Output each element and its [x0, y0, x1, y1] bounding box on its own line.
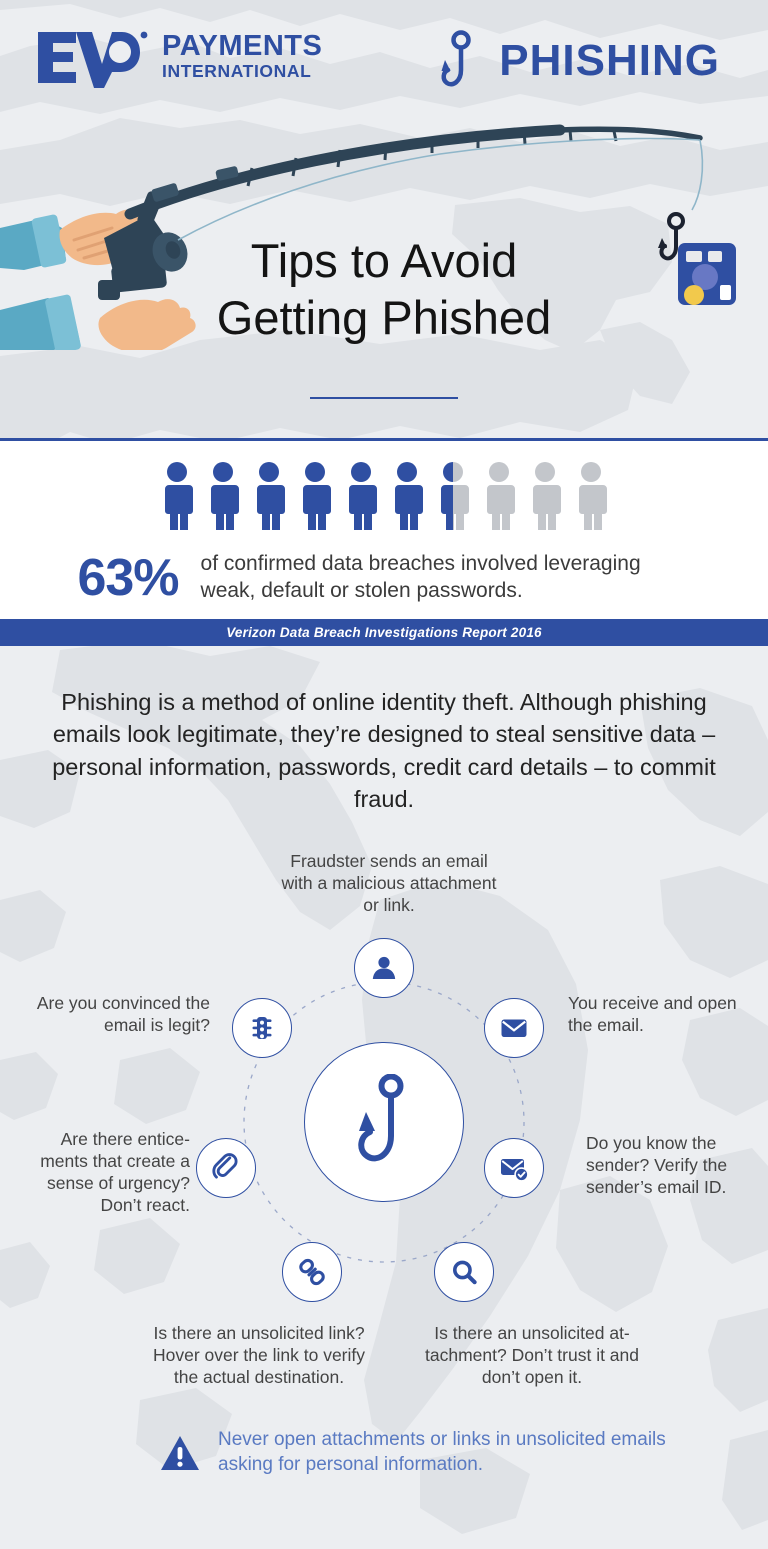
source-citation-bar: Verizon Data Breach Investigations Repor…	[0, 619, 768, 646]
footer-warning-text: Never open attachments or links in unsol…	[218, 1429, 666, 1475]
topic-label: PHISHING	[499, 36, 720, 85]
statistic-section: 63% of confirmed data breaches involved …	[0, 441, 768, 619]
page-title-line-1: Tips to Avoid	[250, 234, 518, 287]
statistic-line: 63% of confirmed data breaches involved …	[0, 551, 768, 605]
fish-hook-icon	[358, 1074, 404, 1162]
envelope-check-icon	[501, 1159, 529, 1182]
header-section: PAYMENTS INTERNATIONAL PHISHING	[0, 0, 768, 441]
person-icon	[372, 956, 396, 979]
cycle-node-receive-open[interactable]	[484, 998, 544, 1058]
page-title: Tips to Avoid Getting Phished	[0, 232, 768, 347]
fish-hook-icon	[441, 30, 472, 87]
person-icon-half	[441, 462, 469, 530]
cycle-center	[304, 1042, 464, 1202]
cycle-label-unsolicited-attachment: Is there an unsolicited at-tachment? Don…	[425, 1323, 639, 1388]
person-icon	[395, 462, 423, 530]
cycle-node-email-legit[interactable]	[232, 998, 292, 1058]
person-icon	[257, 462, 285, 530]
cycle-label-unsolicited-link: Is there an unsolicited link? Hover over…	[152, 1323, 366, 1388]
cycle-label-email-legit: Are you convinced the email is legit?	[36, 993, 210, 1036]
cycle-label-receive-open: You receive and open the email.	[568, 993, 737, 1036]
cycle-label-enticements-urgency: Are there entice-ments that create a sen…	[40, 1129, 190, 1216]
evo-logo-wordmark: PAYMENTS INTERNATIONAL	[162, 32, 322, 81]
topic-heading: PHISHING	[439, 30, 720, 92]
person-icon	[349, 462, 377, 530]
chain-link-icon	[299, 1258, 325, 1286]
evo-logo-mark	[38, 31, 148, 88]
people-pictogram	[160, 461, 608, 531]
statistic-percent: 63%	[77, 548, 179, 607]
traffic-light-icon	[252, 1017, 272, 1039]
person-icon-inactive	[533, 462, 561, 530]
cycle-label-fraudster-sends: Fraudster sends an email with a maliciou…	[281, 851, 497, 916]
evo-logo[interactable]: PAYMENTS INTERNATIONAL	[36, 26, 322, 88]
envelope-icon	[501, 1019, 527, 1037]
intro-paragraph: Phishing is a method of online identity …	[52, 689, 716, 813]
paperclip-icon	[212, 1153, 238, 1179]
magnifier-icon	[452, 1260, 477, 1285]
source-citation-text: Verizon Data Breach Investigations Repor…	[226, 625, 542, 640]
logo-line-2: INTERNATIONAL	[162, 61, 312, 81]
cycle-node-unsolicited-link[interactable]	[282, 1242, 342, 1302]
person-icon	[165, 462, 193, 530]
footer-warning: Never open attachments or links in unsol…	[160, 1428, 680, 1477]
statistic-description: of confirmed data breaches involved leve…	[200, 552, 641, 602]
cycle-node-enticements-urgency[interactable]	[196, 1138, 256, 1198]
person-icon	[211, 462, 239, 530]
warning-triangle-icon	[161, 1435, 199, 1470]
title-underline	[310, 397, 458, 399]
person-icon	[303, 462, 331, 530]
person-icon-inactive	[487, 462, 515, 530]
page-title-line-2: Getting Phished	[216, 291, 552, 345]
person-icon-inactive	[579, 462, 607, 530]
cycle-node-fraudster-sends[interactable]	[354, 938, 414, 998]
cycle-node-unsolicited-attachment[interactable]	[434, 1242, 494, 1302]
cycle-node-know-sender[interactable]	[484, 1138, 544, 1198]
cycle-label-know-sender: Do you know the sender? Verify the sende…	[586, 1133, 728, 1198]
phishing-cycle-diagram: Fraudster sends an email with a maliciou…	[0, 840, 768, 1420]
logo-line-1: PAYMENTS	[162, 30, 323, 62]
